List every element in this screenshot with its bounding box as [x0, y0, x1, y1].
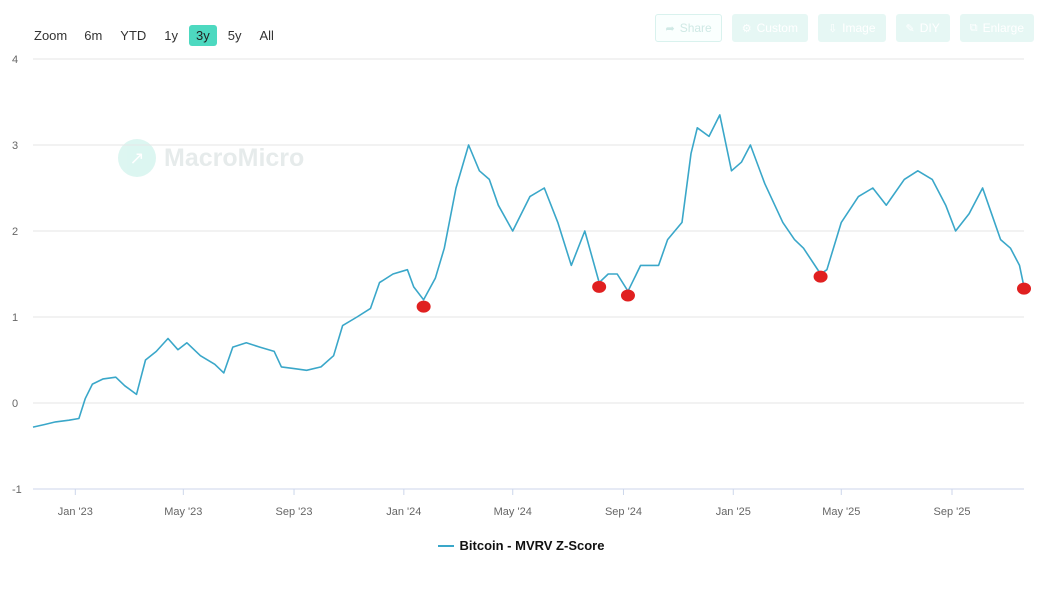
- enlarge-label: Enlarge: [982, 21, 1024, 35]
- custom-button[interactable]: ⚙ Custom: [731, 14, 808, 42]
- diy-label: DIY: [919, 21, 940, 35]
- x-tick-label: Sep '23: [276, 506, 313, 518]
- share-button[interactable]: ➦ Share: [655, 14, 722, 42]
- zoom-3y-button[interactable]: 3y: [189, 24, 217, 46]
- zoom-bar: Zoom 6m YTD 1y 3y 5y All: [26, 22, 281, 48]
- legend-swatch: [437, 544, 454, 547]
- highlight-marker: [1017, 282, 1031, 295]
- zoom-ytd-button[interactable]: YTD: [120, 27, 147, 43]
- y-tick-label: -1: [12, 484, 22, 496]
- highlight-marker: [813, 270, 828, 283]
- enlarge-button[interactable]: ⧉ Enlarge: [959, 14, 1034, 42]
- chart-toolbar: ➦ Share ⚙ Custom ⇩ Image ✎ DIY ⧉ Enlarge: [655, 14, 1034, 42]
- share-label: Share: [679, 21, 712, 35]
- x-tick-label: Sep '24: [605, 506, 642, 518]
- watermark-text: MacroMicro: [164, 143, 305, 172]
- share-icon: ➦: [665, 22, 675, 35]
- gear-icon: ⚙: [741, 22, 752, 35]
- highlight-marker: [620, 289, 635, 302]
- x-tick-label: May '23: [164, 506, 202, 518]
- image-label: Image: [842, 21, 876, 35]
- zoom-all-button[interactable]: All: [259, 27, 274, 43]
- zoom-5y-button[interactable]: 5y: [227, 27, 242, 43]
- x-tick-label: May '25: [822, 506, 860, 518]
- y-tick-label: 1: [12, 312, 18, 324]
- x-tick-label: May '24: [494, 506, 532, 518]
- legend-label: Bitcoin - MVRV Z-Score: [459, 538, 605, 553]
- expand-icon: ⧉: [969, 21, 978, 34]
- x-tick-label: Sep '25: [934, 506, 971, 518]
- download-icon: ⇩: [827, 22, 838, 35]
- chart-area: 4 3 2 1 0 -1 Jan '23 May '23 Sep '23 Jan '24 May '…: [12, 54, 1031, 518]
- series-line-mvrv-z-score: [32, 114, 1025, 428]
- zoom-1y-button[interactable]: 1y: [164, 27, 179, 43]
- image-button[interactable]: ⇩ Image: [817, 14, 886, 42]
- y-tick-label: 3: [12, 140, 18, 152]
- custom-label: Custom: [756, 21, 798, 35]
- highlight-marker: [416, 300, 431, 313]
- pencil-icon: ✎: [905, 22, 915, 35]
- zoom-6m-button[interactable]: 6m: [84, 27, 103, 43]
- diy-button[interactable]: ✎ DIY: [895, 14, 950, 42]
- x-tick-label: Jan '25: [716, 506, 751, 518]
- y-tick-label: 0: [12, 398, 18, 410]
- y-tick-label: 2: [12, 226, 18, 238]
- highlight-marker: [592, 280, 607, 293]
- x-tick-label: Jan '23: [58, 506, 93, 518]
- legend[interactable]: Bitcoin - MVRV Z-Score: [0, 538, 1042, 553]
- y-tick-label: 4: [12, 54, 18, 66]
- zoom-label: Zoom: [34, 27, 68, 43]
- x-tick-label: Jan '24: [386, 506, 421, 518]
